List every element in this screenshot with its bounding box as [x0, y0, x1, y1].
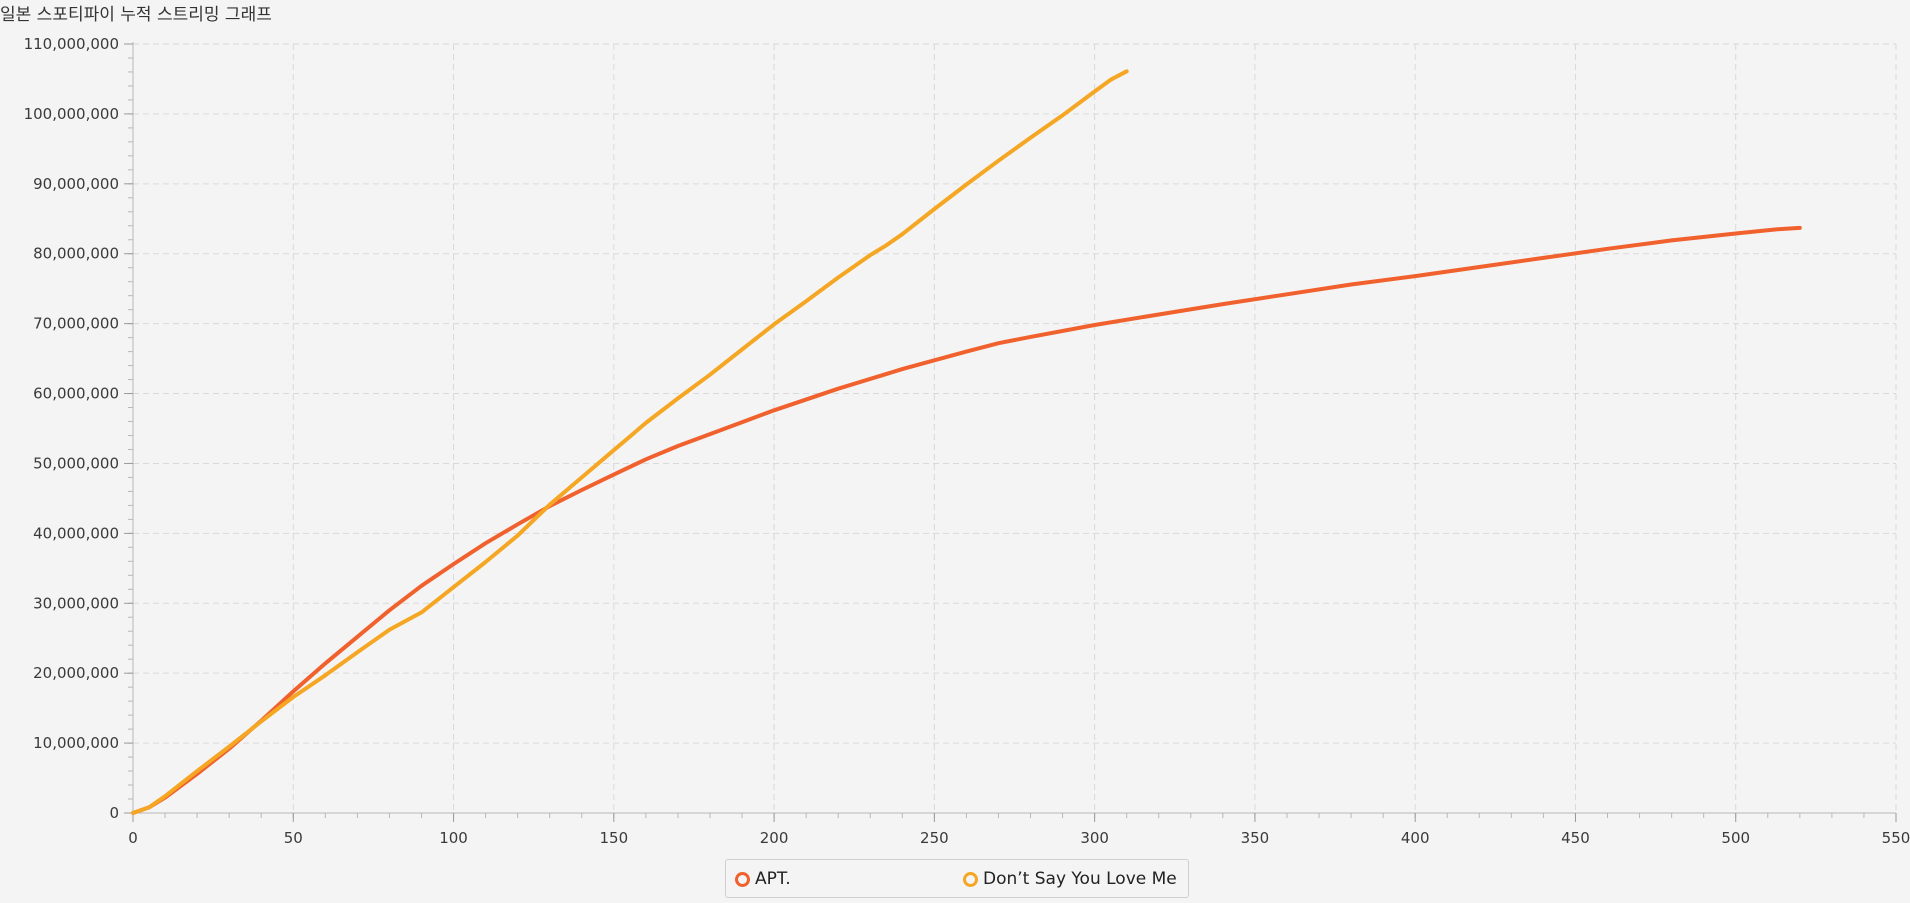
- legend: APT. Don’t Say You Love Me: [725, 859, 1189, 898]
- x-tick-label: 450: [1561, 829, 1590, 847]
- y-tick-label: 110,000,000: [24, 35, 119, 53]
- y-tick-label: 10,000,000: [33, 734, 119, 752]
- legend-symbol-apt: [735, 871, 750, 887]
- y-tick-label: 0: [109, 804, 119, 822]
- y-tick-label: 80,000,000: [33, 245, 119, 263]
- x-tick-label: 250: [920, 829, 949, 847]
- y-tick-label: 20,000,000: [33, 664, 119, 682]
- y-tick-label: 90,000,000: [33, 175, 119, 193]
- series-lines: [131, 69, 1802, 815]
- x-tick-label: 100: [439, 829, 468, 847]
- x-tick-label: 50: [284, 829, 303, 847]
- legend-item-dont-say-you-love-me[interactable]: Don’t Say You Love Me: [963, 869, 1177, 889]
- x-tick-label: 350: [1241, 829, 1270, 847]
- y-tick-label: 40,000,000: [33, 524, 119, 542]
- x-tick-label: 300: [1080, 829, 1109, 847]
- chart-title: 일본 스포티파이 누적 스트리밍 그래프: [0, 5, 272, 25]
- legend-label-apt: APT.: [755, 869, 791, 889]
- series-line-don-t-say-you-love-me: [131, 69, 1129, 815]
- x-tick-label: 400: [1401, 829, 1430, 847]
- y-tick-label: 50,000,000: [33, 454, 119, 472]
- legend-label-dont-say-you-love-me: Don’t Say You Love Me: [983, 869, 1177, 889]
- x-tick-label: 0: [128, 829, 138, 847]
- y-tick-label: 30,000,000: [33, 594, 119, 612]
- legend-item-apt[interactable]: APT.: [735, 869, 791, 889]
- y-tick-label: 70,000,000: [33, 315, 119, 333]
- x-tick-label: 200: [760, 829, 789, 847]
- x-tick-label: 500: [1721, 829, 1750, 847]
- grid-lines: [133, 43, 1897, 813]
- series-line-apt: [131, 225, 1802, 815]
- x-tick-label: 550: [1882, 829, 1910, 847]
- axes: 0 50 100 150 200 250 300 350 400 450 500 550 0 10,000…: [24, 35, 1910, 847]
- legend-symbol-dont-say-you-love-me: [963, 871, 978, 887]
- y-tick-label: 100,000,000: [24, 105, 119, 123]
- x-tick-label: 150: [599, 829, 628, 847]
- y-tick-label: 60,000,000: [33, 385, 119, 403]
